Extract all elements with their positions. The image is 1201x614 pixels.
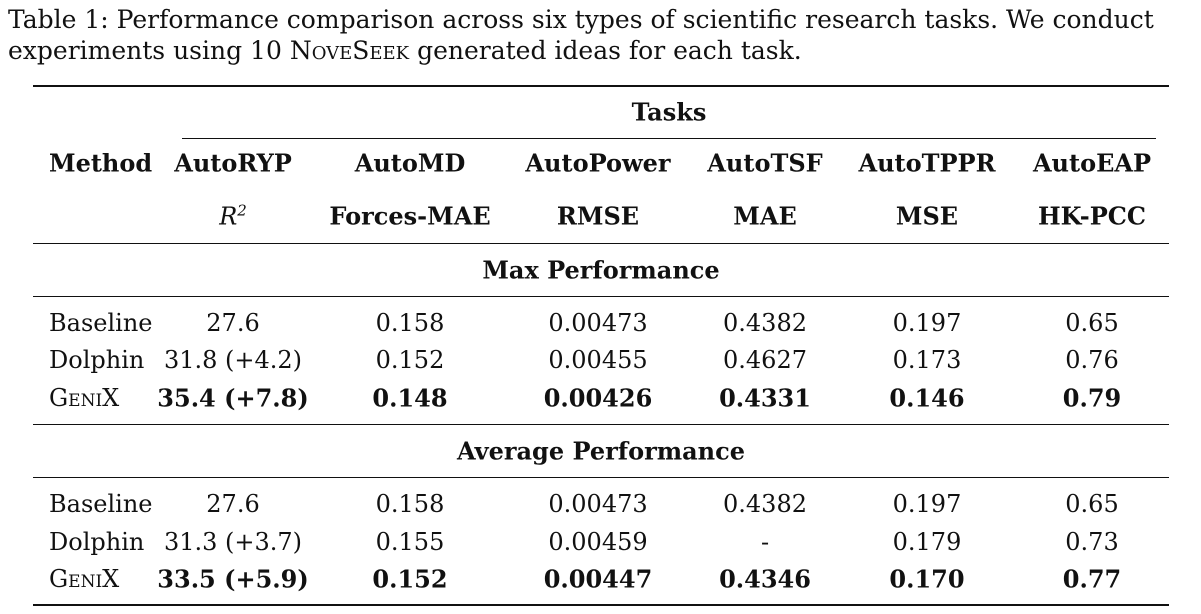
header-rule: [33, 243, 1169, 244]
table-cell: 0.00473: [548, 309, 648, 337]
table-cell: 0.65: [1065, 309, 1119, 337]
table-cell: 0.197: [892, 490, 962, 518]
table-cell: 0.197: [892, 309, 962, 337]
method-name: GeniX: [49, 565, 120, 593]
table-cell: 0.77: [1062, 564, 1122, 594]
caption-brand: NoveSeek: [289, 36, 410, 65]
task-header: AutoTSF: [707, 148, 823, 178]
table-cell: 0.4346: [719, 564, 811, 594]
task-header: AutoTPPR: [858, 148, 996, 178]
table-cell: 0.4382: [723, 309, 807, 337]
section-rule: [33, 296, 1169, 297]
method-name: Baseline: [49, 490, 153, 518]
table-cell: 0.173: [892, 346, 962, 374]
method-name: GeniX: [49, 384, 120, 412]
table-cell: 0.00459: [548, 528, 648, 556]
section-title: Average Performance: [456, 436, 746, 466]
caption-prefix: Table 1: Performance comparison across s…: [8, 5, 1154, 65]
table-caption: Table 1: Performance comparison across s…: [8, 4, 1198, 66]
table-cell: 0.4331: [719, 383, 811, 413]
table-cell: 35.4 (+7.8): [157, 383, 309, 413]
section-rule: [33, 424, 1169, 425]
table-cell: 0.76: [1065, 346, 1119, 374]
table-cell: 0.158: [375, 490, 445, 518]
top-rule: [33, 85, 1169, 87]
metric-header-r2: R2: [219, 201, 247, 231]
table-cell: 31.8 (+4.2): [163, 346, 303, 374]
table-cell: 27.6: [206, 490, 260, 518]
table-cell: -: [760, 528, 770, 556]
table-cell: 0.158: [375, 309, 445, 337]
table-cell: 0.170: [889, 564, 965, 594]
task-header: AutoPower: [525, 148, 671, 178]
tasks-cmidrule: [182, 138, 1156, 139]
metric-header: MSE: [895, 201, 959, 231]
task-header: AutoRYP: [174, 148, 292, 178]
metric-header: HK-PCC: [1038, 201, 1146, 231]
table-cell: 0.00447: [543, 564, 653, 594]
bottom-rule: [33, 604, 1169, 606]
table-cell: 0.152: [375, 346, 445, 374]
table-cell: 0.00426: [543, 383, 653, 413]
task-header: AutoMD: [354, 148, 466, 178]
task-header: AutoEAP: [1032, 148, 1152, 178]
tasks-group-header: Tasks: [631, 97, 707, 127]
table-cell: 0.00455: [548, 346, 648, 374]
table-cell: 0.148: [372, 383, 448, 413]
table-cell: 0.152: [372, 564, 448, 594]
method-header: Method: [49, 148, 153, 178]
metric-header: RMSE: [556, 201, 640, 231]
caption-suffix: generated ideas for each task.: [409, 36, 802, 65]
table-cell: 27.6: [206, 309, 260, 337]
table-cell: 0.00473: [548, 490, 648, 518]
table-cell: 0.4627: [723, 346, 807, 374]
table-cell: 0.146: [889, 383, 965, 413]
section-rule: [33, 477, 1169, 478]
table-cell: 33.5 (+5.9): [157, 564, 309, 594]
table-cell: 0.79: [1062, 383, 1122, 413]
table-cell: 0.73: [1065, 528, 1119, 556]
method-name: Dolphin: [49, 346, 145, 374]
method-name: Dolphin: [49, 528, 145, 556]
table-cell: 31.3 (+3.7): [163, 528, 303, 556]
table-cell: 0.155: [375, 528, 445, 556]
section-title: Max Performance: [482, 255, 720, 285]
method-name: Baseline: [49, 309, 153, 337]
table-cell: 0.4382: [723, 490, 807, 518]
metric-header: MAE: [733, 201, 797, 231]
table-cell: 0.179: [892, 528, 962, 556]
table-cell: 0.65: [1065, 490, 1119, 518]
metric-header: Forces-MAE: [329, 201, 491, 231]
